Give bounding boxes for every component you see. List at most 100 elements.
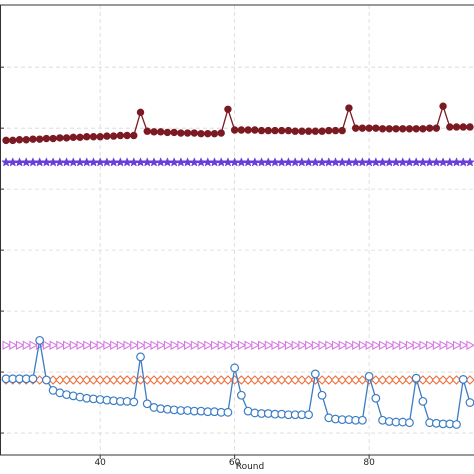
point: [330, 375, 341, 385]
point: [263, 157, 274, 167]
point: [244, 126, 252, 134]
point: [1, 157, 11, 167]
point: [276, 157, 287, 167]
point: [392, 340, 402, 350]
point: [278, 340, 287, 350]
point: [108, 375, 119, 385]
point: [42, 340, 52, 350]
point: [412, 125, 420, 133]
point: [264, 340, 274, 350]
point: [251, 340, 260, 350]
point: [412, 340, 422, 350]
point: [189, 375, 200, 385]
point: [176, 375, 186, 385]
point: [236, 157, 247, 167]
point: [250, 375, 260, 385]
x-tick-label: 60: [229, 458, 241, 468]
point: [149, 157, 159, 167]
point: [451, 157, 462, 167]
point: [304, 410, 314, 420]
point: [426, 340, 435, 350]
point: [41, 375, 51, 385]
point: [49, 134, 57, 143]
point: [459, 123, 467, 131]
point: [291, 127, 299, 135]
point: [318, 127, 326, 135]
point: [122, 157, 132, 167]
point: [371, 393, 381, 403]
point: [204, 129, 212, 138]
point: [135, 157, 146, 167]
point: [83, 133, 91, 141]
point: [385, 340, 395, 350]
point: [237, 126, 246, 134]
point: [325, 340, 334, 350]
point: [323, 157, 334, 167]
point: [157, 340, 166, 350]
point: [411, 157, 422, 167]
point: [404, 157, 415, 167]
point: [317, 390, 327, 400]
point: [284, 126, 293, 135]
point: [130, 131, 138, 140]
point: [48, 157, 59, 167]
point: [297, 375, 307, 385]
series: [2, 102, 474, 145]
point: [445, 375, 455, 385]
point: [169, 157, 180, 167]
point: [424, 157, 435, 167]
point: [197, 129, 205, 138]
point: [270, 375, 280, 385]
point: [344, 375, 354, 385]
point: [411, 373, 421, 383]
point: [128, 157, 139, 167]
point: [377, 157, 388, 167]
point: [290, 157, 301, 167]
point: [136, 340, 146, 350]
point: [310, 369, 320, 379]
point: [223, 157, 233, 167]
point: [95, 375, 105, 385]
point: [397, 375, 408, 385]
point: [351, 124, 360, 132]
point: [452, 340, 462, 350]
point: [243, 375, 253, 385]
point: [391, 375, 401, 385]
point: [29, 135, 37, 143]
point: [202, 375, 213, 385]
point: [15, 340, 25, 350]
point: [338, 126, 346, 135]
point: [142, 399, 152, 409]
point: [155, 375, 166, 385]
point: [177, 340, 187, 350]
point: [149, 375, 159, 385]
point: [35, 135, 44, 143]
point: [325, 126, 333, 135]
point: [22, 340, 32, 350]
point: [62, 134, 71, 142]
point: [56, 340, 65, 350]
point: [303, 157, 314, 167]
point: [291, 340, 301, 350]
point: [370, 157, 381, 167]
point: [236, 390, 246, 400]
point: [397, 157, 408, 167]
point: [29, 340, 39, 350]
point: [338, 340, 348, 350]
point: [444, 157, 455, 167]
point: [190, 340, 200, 350]
point: [345, 104, 353, 112]
point: [95, 157, 106, 167]
point: [271, 340, 281, 350]
point: [81, 157, 92, 167]
point: [446, 340, 455, 350]
point: [318, 340, 328, 350]
point: [417, 157, 428, 167]
point: [458, 157, 469, 167]
series: [1, 157, 474, 167]
point: [142, 375, 153, 385]
point: [224, 340, 234, 350]
point: [196, 157, 206, 167]
point: [331, 340, 341, 350]
point: [298, 340, 308, 350]
